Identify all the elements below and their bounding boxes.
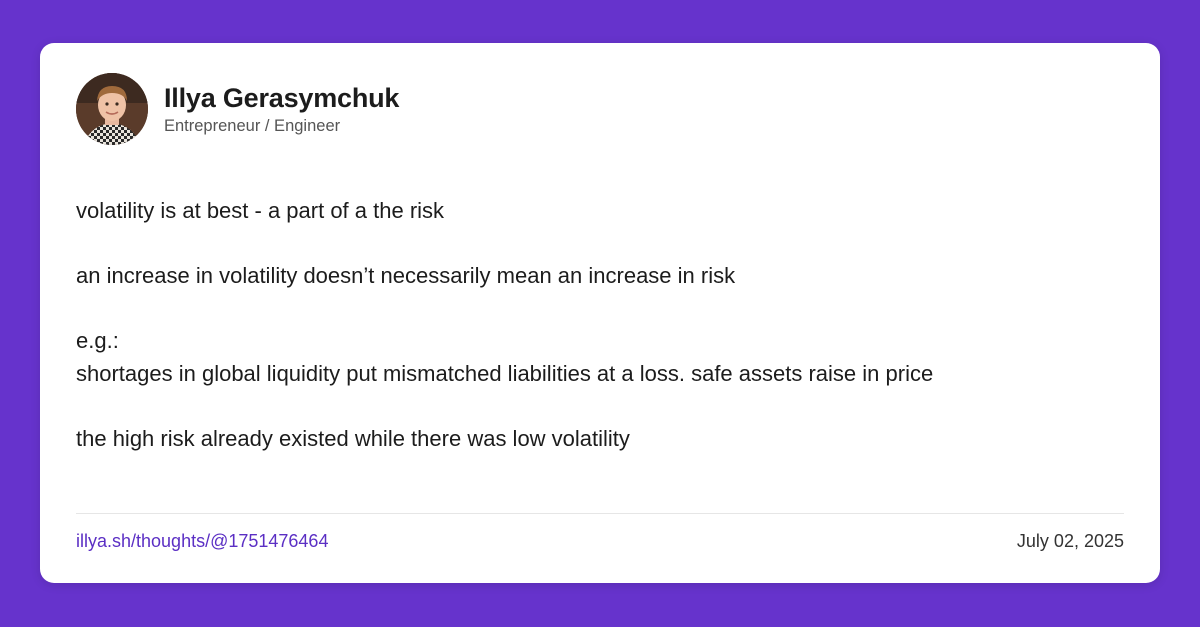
author-title: Entrepreneur / Engineer [164,116,341,135]
paragraph-gap [76,293,1116,326]
post-line: volatility is at best - a part of a the … [76,198,445,223]
author-name[interactable]: Illya Gerasymchuk [164,82,400,113]
post-card: Illya Gerasymchuk Entrepreneur / Enginee… [40,43,1160,583]
post-line: shortages in global liquidity put mismat… [76,360,934,386]
paragraph-gap [76,228,1116,261]
post-body: volatility is at best - a part of a the … [76,195,1116,455]
avatar[interactable] [76,73,148,145]
author-header: Illya Gerasymchuk Entrepreneur / Enginee… [76,73,399,145]
post-permalink[interactable]: illya.sh/thoughts/@1751476464 [76,531,329,551]
post-date: July 02, 2025 [1016,531,1124,551]
footer-divider [76,513,1124,514]
paragraph-gap [76,390,1116,423]
author-identity: Illya Gerasymchuk Entrepreneur / Enginee… [164,82,399,137]
post-line: e.g.: [76,328,119,353]
avatar-photo-icon [76,73,148,145]
post-line: an increase in volatility doesn’t necess… [76,263,736,288]
post-line: the high risk already existed while ther… [76,425,630,451]
